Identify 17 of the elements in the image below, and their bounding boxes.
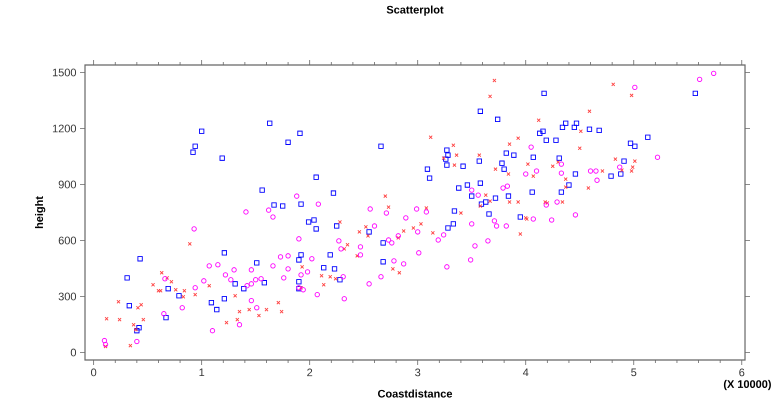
x-tick-label: 3 <box>415 368 420 376</box>
y-tick-label: 1500 <box>52 68 76 76</box>
x-tick-label: 2 <box>307 368 312 376</box>
y-tick-label: 900 <box>58 180 76 188</box>
y-tick-label: 300 <box>58 292 76 300</box>
y-tick-label: 0 <box>70 348 76 356</box>
text: (X 10000) <box>724 380 771 390</box>
y-tick-label: 600 <box>58 236 76 244</box>
chart-title: Scatterplot <box>386 6 444 16</box>
y-tick-label: 1200 <box>52 124 76 132</box>
x-axis-title: Coastdistance <box>378 390 452 398</box>
x-tick-label: 1 <box>199 368 204 376</box>
x-tick-label: 6 <box>739 368 744 376</box>
x-tick-label: 5 <box>631 368 636 376</box>
x-tick-label: 4 <box>522 368 528 376</box>
x-tick-label: 0 <box>91 368 96 376</box>
y-axis-title: height <box>35 196 46 228</box>
